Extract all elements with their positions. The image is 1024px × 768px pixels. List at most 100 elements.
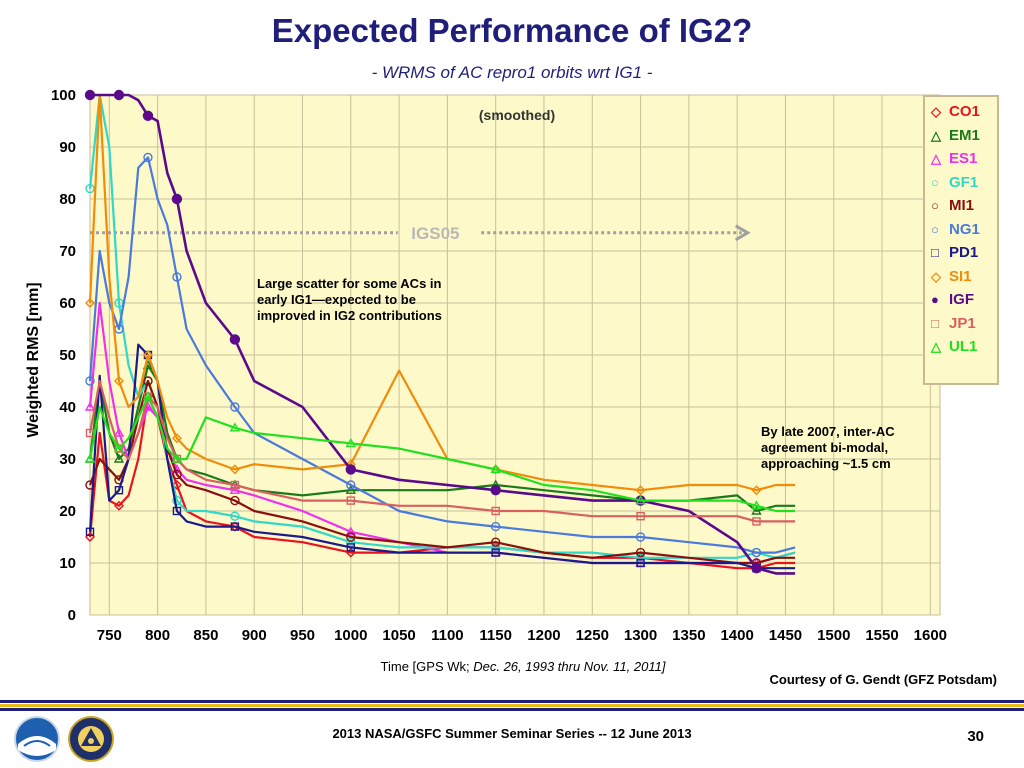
series-line — [88, 395, 796, 570]
series-si1 — [85, 93, 796, 496]
legend-marker-icon: △ — [931, 127, 941, 143]
series-line — [88, 395, 796, 513]
series-igf — [84, 89, 796, 575]
series-marker — [491, 548, 500, 557]
legend-item-jp1: □ JP1 — [931, 315, 976, 332]
x-tick-label: 950 — [290, 627, 315, 644]
series-ul1 — [84, 391, 796, 513]
y-tick-label: 80 — [59, 191, 76, 208]
series-lines — [84, 89, 796, 575]
series-line — [90, 93, 796, 575]
series-marker — [230, 522, 240, 531]
y-tick-label: 10 — [59, 555, 76, 572]
scatter-note: Large scatter for some ACs in early IG1—… — [257, 276, 442, 323]
legend-item-gf1: ○ GF1 — [931, 174, 978, 191]
legend-item-igf: ● IGF — [931, 291, 974, 308]
legend-label: JP1 — [949, 314, 976, 332]
series-line — [88, 379, 796, 523]
x-tick-label: 1200 — [527, 627, 560, 644]
series-marker — [85, 298, 95, 308]
series-marker — [346, 537, 356, 547]
series-marker — [635, 553, 646, 563]
legend-label: GF1 — [949, 173, 979, 191]
slide-title: Expected Performance of IG2? — [271, 12, 753, 49]
x-caption-range: Dec. 26, 1993 thru Nov. 11, 2011] — [473, 659, 666, 674]
series-marker — [346, 480, 356, 490]
y-tick-label: 40 — [59, 399, 76, 416]
series-marker — [229, 334, 241, 345]
series-mi1 — [85, 376, 796, 568]
series-marker — [230, 495, 240, 506]
series-marker — [171, 193, 183, 205]
series-marker — [143, 152, 153, 163]
igs05-arrowhead — [734, 224, 751, 242]
x-tick-label: 1450 — [769, 627, 802, 644]
series-marker — [172, 469, 182, 480]
series-marker — [751, 547, 762, 558]
legend-marker-icon: ○ — [931, 198, 939, 213]
ngs-logo — [68, 716, 114, 762]
x-tick-label: 850 — [193, 627, 218, 644]
axis-ticks: 750 800 850 900 950 1000 1050 1100 1150 1200 1250 1… — [51, 87, 947, 644]
series-marker — [751, 505, 762, 515]
x-tick-label: 1250 — [576, 627, 609, 644]
series-marker — [85, 376, 95, 386]
chart-legend: ◇ CO1 △ EM1 △ ES1 ○ GF1 ○ MI1 ○ NG1 □ PD1 ◇ SI1 ● IGF □ JP1… — [923, 95, 999, 385]
legend-marker-icon: □ — [931, 245, 939, 260]
series-marker — [114, 486, 124, 495]
legend-marker-icon: ● — [931, 292, 939, 307]
slide-subtitle: - WRMS of AC repro1 orbits wrt IG1 - — [371, 63, 653, 82]
legend-label: IGF — [949, 291, 974, 308]
x-tick-label: 1350 — [672, 627, 705, 644]
y-tick-label: 50 — [59, 347, 76, 364]
legend-marker-icon: △ — [931, 339, 941, 354]
x-tick-label: 1550 — [865, 627, 898, 644]
legend-marker-icon: ○ — [931, 221, 939, 237]
series-marker — [85, 183, 95, 194]
series-marker — [346, 543, 355, 552]
wrms-chart: IGS05 750 800 850 900 950 1000 1050 1100 1150 120… — [25, 87, 947, 644]
y-tick-label: 100 — [51, 87, 76, 104]
x-tick-label: 800 — [145, 627, 170, 644]
series-marker — [142, 350, 153, 360]
legend-label: CO1 — [949, 103, 980, 120]
x-tick-label: 1050 — [382, 627, 415, 644]
series-marker — [229, 464, 240, 475]
series-marker — [345, 464, 356, 475]
legend-item-ng1: ○ NG1 — [931, 221, 980, 238]
series-marker — [636, 512, 645, 521]
legend-label: ES1 — [949, 150, 978, 167]
x-tick-label: 1000 — [334, 627, 367, 644]
series-marker — [635, 532, 646, 542]
x-tick-label: 1100 — [431, 627, 464, 644]
series-marker — [346, 496, 355, 505]
series-marker — [490, 542, 501, 553]
series-marker — [113, 376, 124, 386]
x-caption-prefix: Time [GPS Wk; — [380, 659, 474, 674]
legend-marker-icon: ◇ — [931, 268, 941, 284]
y-tick-label: 70 — [59, 243, 76, 260]
y-tick-label: 60 — [59, 295, 76, 312]
series-marker — [172, 495, 182, 506]
series-marker — [84, 453, 96, 463]
y-tick-label: 30 — [59, 451, 76, 468]
legend-label: PD1 — [949, 244, 979, 261]
legend-item-ul1: △ UL1 — [931, 338, 977, 355]
legend-item-si1: ◇ SI1 — [931, 268, 972, 285]
series-marker — [635, 547, 646, 558]
footer-rule-navy-lower — [0, 708, 1024, 711]
legend-marker-icon: ○ — [931, 174, 939, 190]
series-marker — [142, 110, 154, 122]
series-marker — [635, 495, 646, 505]
legend-label: MI1 — [949, 197, 975, 214]
series-marker — [171, 433, 182, 444]
x-tick-label: 1150 — [479, 627, 512, 644]
series-marker — [84, 89, 96, 101]
igs05-label: IGS05 — [411, 224, 459, 243]
legend-item-mi1: ○ MI1 — [931, 197, 974, 214]
series-marker — [491, 506, 500, 516]
series-marker — [113, 427, 125, 437]
y-tick-label: 20 — [59, 503, 76, 520]
series-marker — [229, 422, 241, 432]
x-tick-label: 1500 — [817, 627, 850, 644]
